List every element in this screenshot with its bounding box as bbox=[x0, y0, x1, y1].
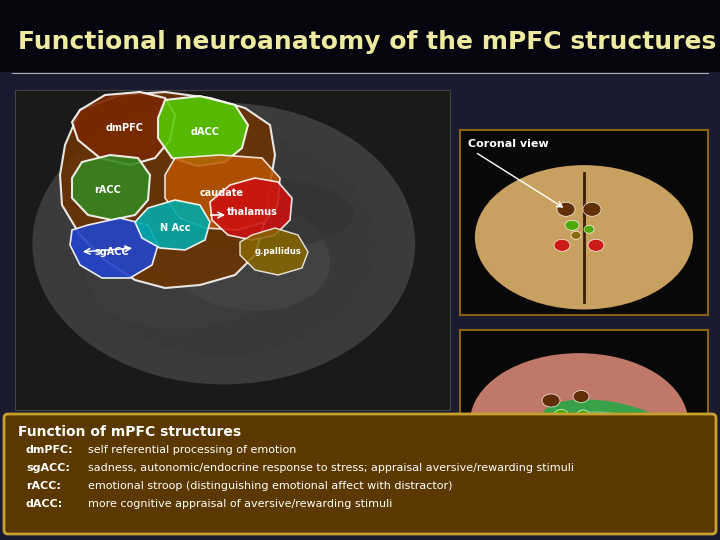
Text: dmPFC: dmPFC bbox=[106, 123, 144, 133]
Text: Functional neuroanatomy of the mPFC structures: Functional neuroanatomy of the mPFC stru… bbox=[18, 30, 716, 54]
Text: dmPFC:: dmPFC: bbox=[26, 445, 73, 455]
Text: Function of mPFC structures: Function of mPFC structures bbox=[18, 425, 241, 439]
Text: sgACC: sgACC bbox=[94, 247, 130, 257]
Ellipse shape bbox=[71, 132, 376, 356]
Text: g.pallidus: g.pallidus bbox=[255, 247, 302, 256]
Ellipse shape bbox=[573, 390, 589, 402]
Text: Coronal view: Coronal view bbox=[468, 139, 549, 149]
Polygon shape bbox=[210, 178, 292, 240]
FancyBboxPatch shape bbox=[4, 414, 716, 534]
Text: Horizontal view: Horizontal view bbox=[536, 524, 633, 534]
Polygon shape bbox=[72, 92, 175, 165]
FancyBboxPatch shape bbox=[460, 130, 708, 315]
Ellipse shape bbox=[542, 394, 560, 407]
Ellipse shape bbox=[577, 410, 589, 419]
FancyBboxPatch shape bbox=[460, 330, 708, 515]
Ellipse shape bbox=[608, 427, 620, 435]
Text: dACC:: dACC: bbox=[26, 499, 63, 509]
Ellipse shape bbox=[584, 225, 594, 233]
Ellipse shape bbox=[580, 429, 595, 440]
Text: N Acc: N Acc bbox=[160, 223, 190, 233]
Text: more cognitive appraisal of aversive/rewarding stimuli: more cognitive appraisal of aversive/rew… bbox=[88, 499, 392, 509]
FancyBboxPatch shape bbox=[15, 90, 450, 410]
Text: emotional stroop (distinguishing emotional affect with distractor): emotional stroop (distinguishing emotion… bbox=[88, 481, 452, 491]
Text: rACC: rACC bbox=[94, 185, 122, 195]
Text: rACC:: rACC: bbox=[26, 481, 61, 491]
Ellipse shape bbox=[583, 202, 601, 217]
Ellipse shape bbox=[94, 173, 354, 254]
Ellipse shape bbox=[570, 411, 664, 442]
Text: thalamus: thalamus bbox=[227, 207, 277, 217]
Text: caudate: caudate bbox=[200, 188, 244, 198]
Ellipse shape bbox=[557, 202, 575, 217]
Ellipse shape bbox=[565, 220, 579, 230]
Polygon shape bbox=[72, 155, 150, 220]
Polygon shape bbox=[60, 92, 275, 288]
Text: dACC: dACC bbox=[191, 127, 220, 137]
Text: self referential processing of emotion: self referential processing of emotion bbox=[88, 445, 297, 455]
Ellipse shape bbox=[588, 239, 604, 251]
Ellipse shape bbox=[565, 420, 577, 429]
Polygon shape bbox=[240, 228, 308, 275]
Text: sgACC:: sgACC: bbox=[26, 463, 70, 473]
Text: sadness, autonomic/endocrine response to stress; appraisal aversive/rewarding st: sadness, autonomic/endocrine response to… bbox=[88, 463, 574, 473]
Ellipse shape bbox=[86, 198, 302, 329]
Ellipse shape bbox=[554, 239, 570, 251]
Ellipse shape bbox=[158, 197, 330, 311]
Ellipse shape bbox=[549, 427, 565, 438]
Polygon shape bbox=[158, 96, 248, 166]
Polygon shape bbox=[165, 155, 280, 230]
Polygon shape bbox=[70, 218, 158, 278]
Polygon shape bbox=[135, 200, 210, 250]
Ellipse shape bbox=[475, 165, 693, 309]
Ellipse shape bbox=[470, 353, 688, 492]
FancyBboxPatch shape bbox=[0, 0, 720, 72]
Ellipse shape bbox=[554, 409, 568, 420]
Ellipse shape bbox=[32, 103, 415, 384]
Ellipse shape bbox=[571, 231, 581, 239]
Ellipse shape bbox=[541, 400, 676, 456]
